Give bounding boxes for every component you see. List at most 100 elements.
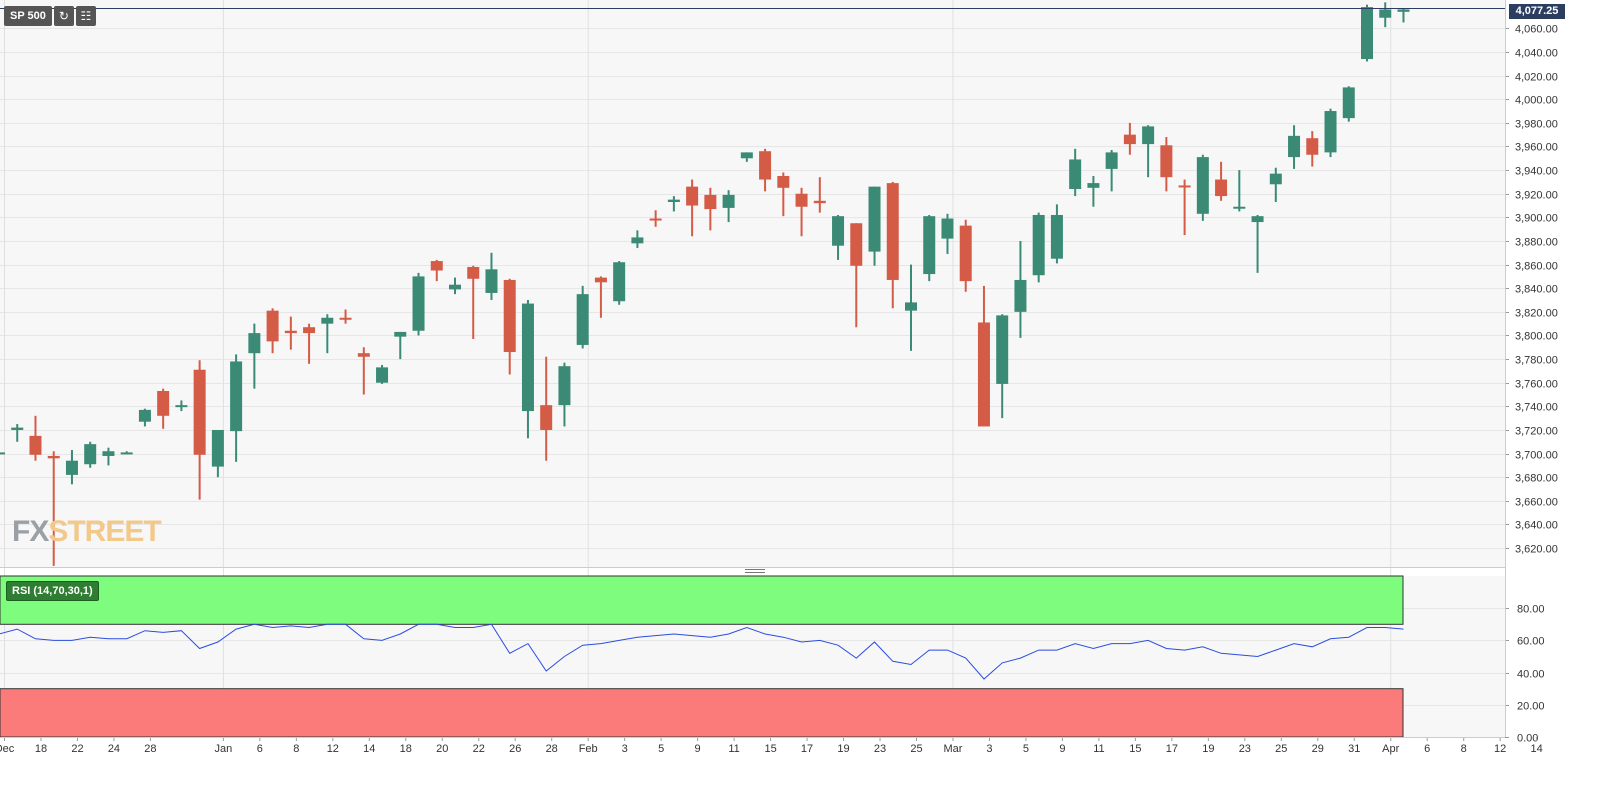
candle[interactable] [357,347,370,395]
candle[interactable] [102,447,115,466]
time-tick-label: 25 [910,743,922,755]
candle[interactable] [868,186,881,266]
candle[interactable] [850,223,863,328]
watermark-fx: FX [12,515,49,548]
candle[interactable] [266,308,279,354]
candle-body [1397,9,1410,12]
bar-chart-icon[interactable]: ☷ [75,6,96,26]
candle[interactable] [1397,8,1410,23]
candle[interactable] [376,365,389,384]
candle[interactable] [1379,2,1392,28]
candle[interactable] [1269,167,1282,202]
candle-body [777,176,790,188]
candle[interactable] [923,214,936,282]
price-tick-label: 3,920.00 [1515,190,1558,202]
candle[interactable] [1014,240,1027,338]
candle[interactable] [321,314,334,354]
time-tick-label: Dec [0,743,15,755]
candle[interactable] [941,213,954,254]
candle[interactable] [1215,161,1228,201]
candle[interactable] [47,451,60,566]
candle[interactable] [1196,154,1209,221]
candle[interactable] [84,441,97,468]
time-tick-label: 24 [108,743,120,755]
candle[interactable] [813,177,826,213]
candle[interactable] [503,278,516,375]
candle[interactable] [193,360,206,500]
candle[interactable] [1160,137,1173,192]
candle[interactable] [11,424,24,442]
candle[interactable] [1251,214,1264,273]
candle[interactable] [558,362,571,427]
candle[interactable] [594,276,607,318]
candle[interactable] [1233,170,1246,212]
rsi-indicator-label[interactable]: RSI (14,70,30,1) [6,581,99,601]
candle[interactable] [686,179,699,237]
candle[interactable] [303,323,316,364]
candle[interactable] [230,354,243,462]
candle[interactable] [905,264,917,351]
candle[interactable] [1288,125,1301,169]
candle[interactable] [1050,204,1063,264]
price-tick-label: 3,700.00 [1515,450,1558,462]
candle[interactable] [613,261,626,305]
candle[interactable] [1361,4,1373,62]
candle[interactable] [1105,150,1118,192]
candle[interactable] [795,187,808,237]
candle[interactable] [1142,125,1155,178]
candle[interactable] [631,230,644,249]
candle[interactable] [430,259,443,282]
candle[interactable] [485,252,498,301]
candle[interactable] [740,152,753,162]
refresh-icon[interactable]: ↻ [53,6,74,26]
candle[interactable] [1342,86,1355,122]
candle[interactable] [649,210,662,227]
candle[interactable] [1069,148,1082,197]
price-tick-label: 3,860.00 [1515,261,1558,273]
candle[interactable] [394,331,407,360]
candle[interactable] [65,450,78,485]
candle[interactable] [412,272,425,336]
candle[interactable] [157,388,170,429]
candle[interactable] [1087,176,1100,207]
time-tick-label: 5 [1023,743,1029,755]
candle[interactable] [467,265,480,340]
candle[interactable] [540,356,553,461]
candle[interactable] [449,277,461,295]
candle[interactable] [0,451,5,456]
candle[interactable] [211,429,224,478]
candle[interactable] [521,300,534,439]
candle[interactable] [248,323,261,389]
candle[interactable] [1032,212,1045,283]
candle[interactable] [667,196,680,212]
candle[interactable] [120,451,133,455]
candle[interactable] [704,187,717,231]
candle[interactable] [759,148,772,192]
candle[interactable] [959,219,972,292]
candle[interactable] [576,285,589,349]
candle[interactable] [1178,179,1191,236]
price-tick-label: 4,060.00 [1515,24,1558,36]
candle-body [1160,145,1173,178]
candle[interactable] [1324,108,1337,158]
candle[interactable] [832,214,845,260]
symbol-label[interactable]: SP 500 [4,6,52,26]
candle-body [850,223,863,266]
rsi-zones [0,575,1404,738]
candle[interactable] [284,316,297,350]
candle[interactable] [29,415,42,461]
candle-body [576,294,589,345]
candle[interactable] [977,285,990,427]
candle[interactable] [339,309,352,324]
candle-body [1123,134,1136,145]
candle[interactable] [722,190,735,223]
time-tick-label: 25 [1275,743,1287,755]
candle[interactable] [996,314,1009,419]
candle[interactable] [175,400,188,412]
candle[interactable] [777,172,790,217]
candle[interactable] [138,408,151,427]
candle[interactable] [1306,131,1319,167]
candle[interactable] [886,181,899,309]
candle[interactable] [1123,122,1136,155]
